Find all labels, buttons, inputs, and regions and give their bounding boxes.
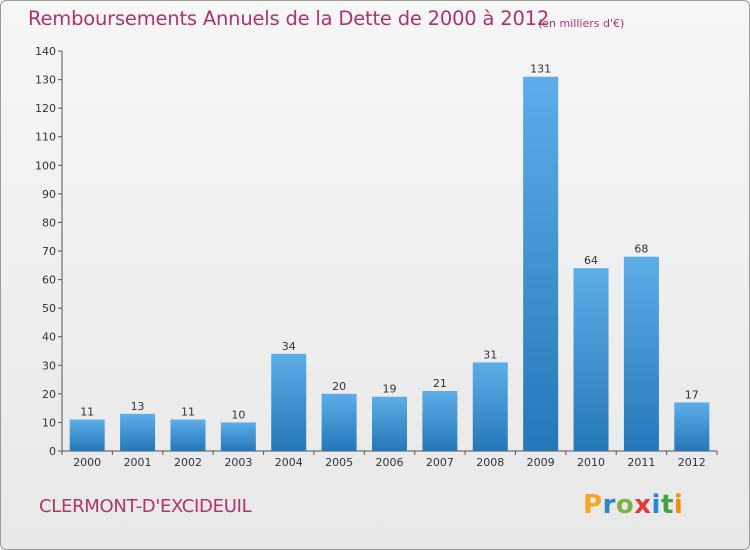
bar-2007: [422, 391, 458, 451]
unit-label: (en milliers d'€): [538, 17, 625, 30]
x-tick-label: 2008: [476, 456, 504, 469]
bars: [69, 76, 710, 451]
y-tick-label: 100: [35, 159, 56, 172]
y-tick-label: 120: [35, 102, 56, 115]
bar-2009: [523, 76, 559, 451]
value-label: 10: [231, 408, 245, 421]
x-tick-label: 2005: [325, 456, 353, 469]
x-tick-label: 2012: [678, 456, 706, 469]
y-tick-label: 110: [35, 131, 56, 144]
x-tick-label: 2003: [224, 456, 252, 469]
value-label: 21: [433, 377, 447, 390]
value-label: 31: [483, 348, 497, 361]
x-tick-label: 2004: [275, 456, 303, 469]
x-tick-label: 2001: [124, 456, 152, 469]
y-tick-label: 90: [42, 188, 56, 201]
bar-2011: [623, 256, 659, 451]
y-tick-label: 40: [42, 331, 56, 344]
value-label: 34: [282, 340, 296, 353]
x-tick-label: 2010: [577, 456, 605, 469]
y-tick-label: 10: [42, 416, 56, 429]
value-label: 131: [530, 63, 551, 76]
y-tick-label: 0: [49, 445, 56, 458]
proxiti-logo[interactable]: Proxiti: [583, 490, 683, 520]
logo-letter: i: [673, 490, 684, 520]
bar-2010: [573, 268, 609, 451]
x-tick-label: 2007: [426, 456, 454, 469]
logo-letter: r: [602, 490, 616, 520]
value-label: 17: [685, 388, 699, 401]
x-tick-label: 2000: [73, 456, 101, 469]
bar-2012: [674, 402, 710, 451]
bar-2000: [69, 419, 105, 451]
bar-2003: [220, 422, 256, 451]
x-tick-label: 2009: [527, 456, 555, 469]
logo-letter: i: [651, 490, 661, 520]
x-tick-label: 2011: [627, 456, 655, 469]
value-label: 13: [131, 400, 145, 413]
y-tick-label: 20: [42, 388, 56, 401]
bar-2002: [170, 419, 206, 451]
chart-title: Remboursements Annuels de la Dette de 20…: [28, 7, 550, 30]
y-tick-label: 50: [42, 302, 56, 315]
bar-2008: [472, 362, 508, 451]
value-label: 68: [634, 243, 648, 256]
bar-2006: [372, 396, 407, 451]
value-label: 20: [332, 380, 346, 393]
x-tick-label: 2002: [174, 456, 202, 469]
x-tick-label: 2006: [376, 456, 404, 469]
value-label: 19: [383, 383, 397, 396]
y-tick-label: 70: [42, 245, 56, 258]
logo-letter: t: [660, 490, 674, 520]
data-labels: 11 13 11 10 34 20 19 21 31 131 64 68 17: [80, 63, 699, 422]
y-tick-label: 60: [42, 274, 56, 287]
value-label: 11: [80, 406, 94, 419]
bar-2004: [271, 353, 307, 451]
value-label: 64: [584, 254, 598, 267]
bar-2001: [120, 413, 156, 451]
logo-letter: o: [615, 490, 635, 520]
commune-name: CLERMONT-D'EXCIDEUIL: [39, 496, 252, 517]
bar-2005: [321, 393, 357, 451]
y-tick-label: 140: [35, 45, 56, 58]
value-label: 11: [181, 406, 195, 419]
y-tick-label: 30: [42, 359, 56, 372]
logo-letter: P: [583, 490, 603, 520]
y-tick-label: 130: [35, 74, 56, 87]
logo-letter: x: [634, 490, 652, 520]
y-tick-label: 80: [42, 216, 56, 229]
